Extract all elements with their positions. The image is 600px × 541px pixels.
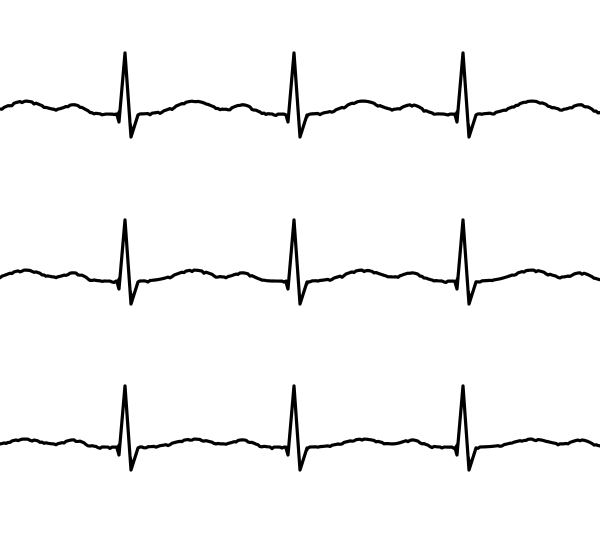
ecg-strip (0, 0, 600, 541)
ecg-lead-row-2 (0, 220, 600, 304)
ecg-lead-row-1 (0, 53, 600, 137)
ecg-lead-row-3 (0, 386, 600, 470)
